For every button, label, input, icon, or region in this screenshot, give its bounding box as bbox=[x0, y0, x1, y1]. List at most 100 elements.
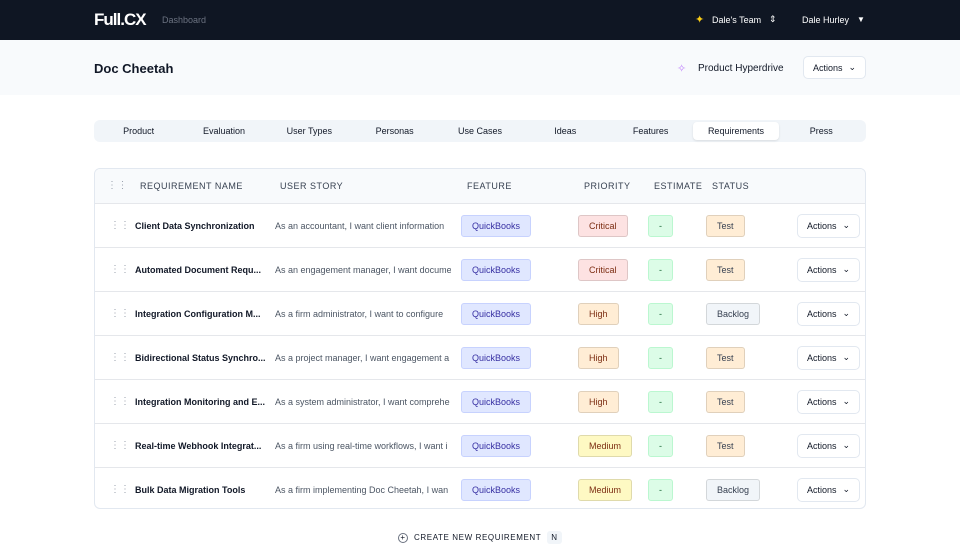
estimate-cell: - bbox=[648, 336, 673, 379]
priority-cell: Critical bbox=[578, 248, 628, 291]
priority: Medium bbox=[578, 434, 633, 457]
priority: High bbox=[578, 346, 619, 369]
grip: ⋮⋮ bbox=[110, 220, 130, 231]
status: Test bbox=[706, 434, 745, 457]
row-actions-button[interactable]: Actions ⌄ bbox=[797, 389, 860, 414]
feature: QuickBooks bbox=[461, 258, 532, 281]
user-menu[interactable]: Dale Hurley bbox=[802, 15, 850, 25]
column-header: FEATURE bbox=[467, 181, 512, 191]
estimate-cell: - bbox=[648, 468, 673, 508]
table-row: ⋮⋮ Client Data Synchronization As an accou… bbox=[95, 203, 865, 247]
tab[interactable]: Use Cases bbox=[457, 126, 502, 136]
feature-cell: QuickBooks bbox=[461, 336, 532, 379]
chevron: ⌄ bbox=[842, 308, 851, 318]
feature-cell: QuickBooks bbox=[461, 248, 532, 291]
row-actions-button[interactable]: Actions ⌄ bbox=[797, 345, 860, 370]
user-story: As a firm administrator, I want to confi… bbox=[275, 308, 444, 319]
status-cell: Test bbox=[706, 248, 745, 291]
actions-cell: Actions ⌄ bbox=[797, 204, 860, 247]
user-story: As an accountant, I want client informat… bbox=[275, 220, 445, 231]
tab[interactable]: Requirements bbox=[693, 122, 779, 140]
create-row[interactable]: + CREATE NEW REQUIREMENT N bbox=[398, 531, 562, 544]
row-actions-button[interactable]: Actions ⌄ bbox=[797, 257, 860, 282]
tab[interactable]: Features bbox=[632, 126, 669, 136]
requirement-name: Automated Document Requ... bbox=[135, 264, 262, 275]
estimate: - bbox=[648, 214, 673, 237]
label: Actions bbox=[806, 440, 837, 451]
table-row: ⋮⋮ Bulk Data Migration Tools As a firm imp… bbox=[95, 467, 865, 508]
estimate: - bbox=[648, 302, 673, 325]
status: Test bbox=[706, 214, 745, 237]
priority-cell: High bbox=[578, 292, 619, 335]
grip: ⋮⋮ bbox=[110, 484, 130, 495]
tab[interactable]: User Types bbox=[286, 126, 332, 136]
priority-cell: Critical bbox=[578, 204, 628, 247]
requirement-name: Bulk Data Migration Tools bbox=[135, 484, 246, 495]
feature: QuickBooks bbox=[461, 346, 532, 369]
nav-link[interactable]: Dashboard bbox=[162, 15, 207, 25]
chevron: ⌄ bbox=[848, 62, 857, 72]
row-actions-button[interactable]: Actions ⌄ bbox=[797, 477, 860, 502]
feature-cell: QuickBooks bbox=[461, 424, 532, 467]
feature: QuickBooks bbox=[461, 390, 532, 413]
user-story: As an engagement manager, I want docume bbox=[275, 264, 451, 275]
status-cell: Backlog bbox=[706, 292, 761, 335]
feature: QuickBooks bbox=[461, 434, 532, 457]
user-story: As a system administrator, I want compre… bbox=[275, 396, 450, 407]
column-header: PRIORITY bbox=[584, 181, 631, 191]
tab[interactable]: Personas bbox=[375, 126, 414, 136]
priority: Critical bbox=[578, 258, 628, 281]
chevron: ⌄ bbox=[842, 484, 851, 494]
actions-cell: Actions ⌄ bbox=[797, 424, 860, 467]
grip: ⋮⋮ bbox=[110, 352, 130, 363]
hyperdrive-link[interactable]: Product Hyperdrive bbox=[698, 63, 784, 74]
row-actions-button[interactable]: Actions ⌄ bbox=[797, 213, 860, 238]
sparkle-icon: ✧ bbox=[677, 63, 687, 75]
chevron: ⌄ bbox=[842, 264, 851, 274]
status-cell: Test bbox=[706, 380, 745, 423]
row-actions-button[interactable]: Actions ⌄ bbox=[797, 433, 860, 458]
tab[interactable]: Evaluation bbox=[202, 126, 245, 136]
feature-cell: QuickBooks bbox=[461, 380, 532, 423]
status: Test bbox=[706, 390, 745, 413]
create-link[interactable]: CREATE NEW REQUIREMENT bbox=[414, 533, 542, 542]
table-row: ⋮⋮ Bidirectional Status Synchro... As a pr… bbox=[95, 335, 865, 379]
estimate-cell: - bbox=[648, 204, 673, 247]
label: Actions bbox=[806, 484, 837, 495]
team-switcher[interactable]: Dale's Team bbox=[712, 15, 762, 25]
estimate-cell: - bbox=[648, 380, 673, 423]
requirement-name: Integration Monitoring and E... bbox=[135, 396, 265, 407]
status: Test bbox=[706, 346, 745, 369]
actions-button[interactable]: Actions ⌄ bbox=[803, 56, 866, 79]
priority: High bbox=[578, 390, 619, 413]
estimate-cell: - bbox=[648, 292, 673, 335]
priority: Medium bbox=[578, 478, 633, 501]
table-row: ⋮⋮ Automated Document Requ... As an engage… bbox=[95, 247, 865, 291]
priority-cell: High bbox=[578, 336, 619, 379]
plus-icon: + bbox=[398, 532, 408, 543]
requirement-name: Client Data Synchronization bbox=[135, 220, 255, 231]
user-story: As a project manager, I want engagement … bbox=[275, 352, 450, 363]
tab[interactable]: Press bbox=[809, 126, 833, 136]
feature: QuickBooks bbox=[461, 302, 532, 325]
feature: QuickBooks bbox=[461, 478, 532, 501]
row-actions-button[interactable]: Actions ⌄ bbox=[797, 301, 860, 326]
requirement-name: Integration Configuration M... bbox=[135, 308, 261, 319]
priority-cell: Medium bbox=[578, 468, 633, 508]
page-header: Doc Cheetah ✧ Product Hyperdrive Actions… bbox=[0, 40, 960, 95]
feature: QuickBooks bbox=[461, 214, 532, 237]
tab[interactable]: Ideas bbox=[554, 126, 577, 136]
logo[interactable]: Full.CX bbox=[94, 10, 147, 29]
tab[interactable]: Product bbox=[123, 126, 155, 136]
estimate-cell: - bbox=[648, 424, 673, 467]
user-story: As a firm using real-time workflows, I w… bbox=[275, 440, 448, 451]
feature-cell: QuickBooks bbox=[461, 468, 532, 508]
top-nav: Full.CX Dashboard ✦ Dale's Team ⇕ Dale H… bbox=[0, 0, 960, 40]
label: Actions bbox=[812, 62, 843, 73]
priority: High bbox=[578, 302, 619, 325]
grip: ⋮⋮ bbox=[110, 396, 130, 407]
chevron: ⇕ bbox=[769, 14, 777, 24]
estimate: - bbox=[648, 258, 673, 281]
grip: ⋮⋮ bbox=[110, 440, 130, 451]
